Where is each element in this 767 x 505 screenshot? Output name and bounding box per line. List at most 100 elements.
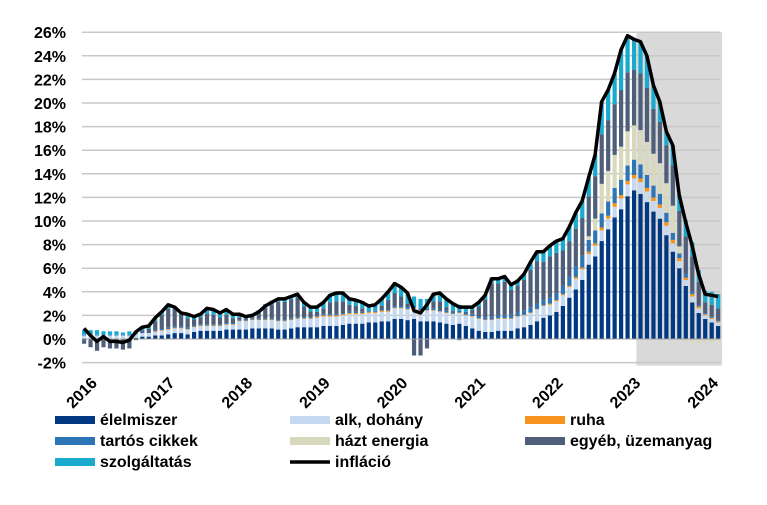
bar-segment xyxy=(625,72,630,132)
bar-segment xyxy=(457,339,462,341)
bar-segment xyxy=(476,318,481,319)
bar-segment xyxy=(140,336,145,339)
bar-segment xyxy=(353,305,358,312)
bar-segment xyxy=(94,334,100,336)
bar-segment xyxy=(360,308,365,312)
bar-segment xyxy=(82,334,87,336)
bar-segment xyxy=(489,316,494,320)
bar-segment xyxy=(217,324,223,326)
bar-segment xyxy=(580,255,585,268)
bar-segment xyxy=(107,331,113,335)
bar-segment xyxy=(619,90,624,147)
bar-segment xyxy=(496,330,501,339)
bar-segment xyxy=(217,326,223,331)
bar-segment xyxy=(314,317,320,328)
bar-segment xyxy=(709,316,714,318)
bar-segment xyxy=(450,303,455,311)
bar-segment xyxy=(470,316,475,329)
bar-segment xyxy=(204,326,210,331)
bar-segment xyxy=(716,326,721,339)
bar-segment xyxy=(573,266,578,278)
bar-segment xyxy=(457,312,462,314)
bar-segment xyxy=(360,323,365,339)
bar-segment xyxy=(411,339,417,356)
bar-segment xyxy=(204,313,210,325)
bar-segment xyxy=(509,330,514,339)
bar-segment xyxy=(489,331,494,339)
bar-segment xyxy=(386,311,391,322)
bar-segment xyxy=(670,243,675,252)
bar-segment xyxy=(179,328,184,334)
bar-segment xyxy=(502,318,507,331)
bar-segment xyxy=(295,317,300,319)
y-tick-label: 0% xyxy=(43,332,66,349)
bar-segment xyxy=(444,312,449,314)
x-tick-label: 2023 xyxy=(607,375,644,412)
bar-segment xyxy=(683,280,688,286)
bar-segment xyxy=(418,298,423,309)
bar-segment xyxy=(631,190,637,339)
bar-segment xyxy=(289,328,294,339)
bar-segment xyxy=(716,308,721,321)
bar-segment xyxy=(534,303,540,309)
bar-segment xyxy=(515,315,520,317)
bar-segment xyxy=(392,318,397,339)
bar-segment xyxy=(586,239,591,252)
bar-segment xyxy=(308,311,313,318)
bar-segment xyxy=(644,187,650,192)
bar-segment xyxy=(431,310,436,311)
bar-segment xyxy=(606,170,611,202)
bar-segment xyxy=(185,314,190,319)
bar-segment xyxy=(463,311,468,314)
bar-segment xyxy=(107,339,113,349)
bar-segment xyxy=(159,328,164,331)
bar-segment xyxy=(269,320,274,329)
bar-segment xyxy=(644,191,650,203)
bar-segment xyxy=(547,303,553,305)
bar-segment xyxy=(392,305,397,308)
bar-segment xyxy=(185,329,190,335)
bar-segment xyxy=(593,256,598,339)
bar-segment xyxy=(606,229,611,339)
bar-segment xyxy=(638,41,643,74)
bar-segment xyxy=(619,209,624,339)
bar-segment xyxy=(593,218,598,231)
bar-segment xyxy=(476,315,481,319)
bar-segment xyxy=(237,320,242,322)
bar-segment xyxy=(657,163,663,194)
x-tick-label: 2022 xyxy=(529,375,566,412)
bar-segment xyxy=(224,324,229,325)
bar-segment xyxy=(179,333,184,339)
bar-segment xyxy=(599,230,604,242)
bar-segment xyxy=(515,328,520,339)
x-tick-label: 2017 xyxy=(141,375,178,412)
bar-segment xyxy=(133,334,138,338)
bar-segment xyxy=(424,339,430,349)
bar-segment xyxy=(146,332,151,334)
bar-segment xyxy=(282,321,287,330)
bar-segment xyxy=(547,297,553,304)
bar-segment xyxy=(657,218,663,339)
bar-segment xyxy=(146,336,151,339)
bar-segment xyxy=(347,314,352,324)
bar-segment xyxy=(282,319,287,321)
bar-segment xyxy=(321,316,326,327)
bar-segment xyxy=(670,165,675,206)
bar-segment xyxy=(638,182,643,194)
bar-segment xyxy=(347,297,352,305)
bar-segment xyxy=(185,334,190,339)
bar-segment xyxy=(191,327,197,332)
bar-segment xyxy=(140,332,145,334)
bar-segment xyxy=(606,120,611,171)
bar-segment xyxy=(353,298,358,306)
bar-segment xyxy=(541,317,546,339)
bar-segment xyxy=(295,327,300,339)
bar-segment xyxy=(476,318,481,331)
legend-marker xyxy=(290,437,330,445)
bar-segment xyxy=(405,308,410,310)
bar-segment xyxy=(386,290,391,301)
bar-segment xyxy=(327,314,333,316)
bar-segment xyxy=(133,339,138,341)
y-tick-label: 8% xyxy=(43,238,66,255)
bar-segment xyxy=(664,183,669,213)
